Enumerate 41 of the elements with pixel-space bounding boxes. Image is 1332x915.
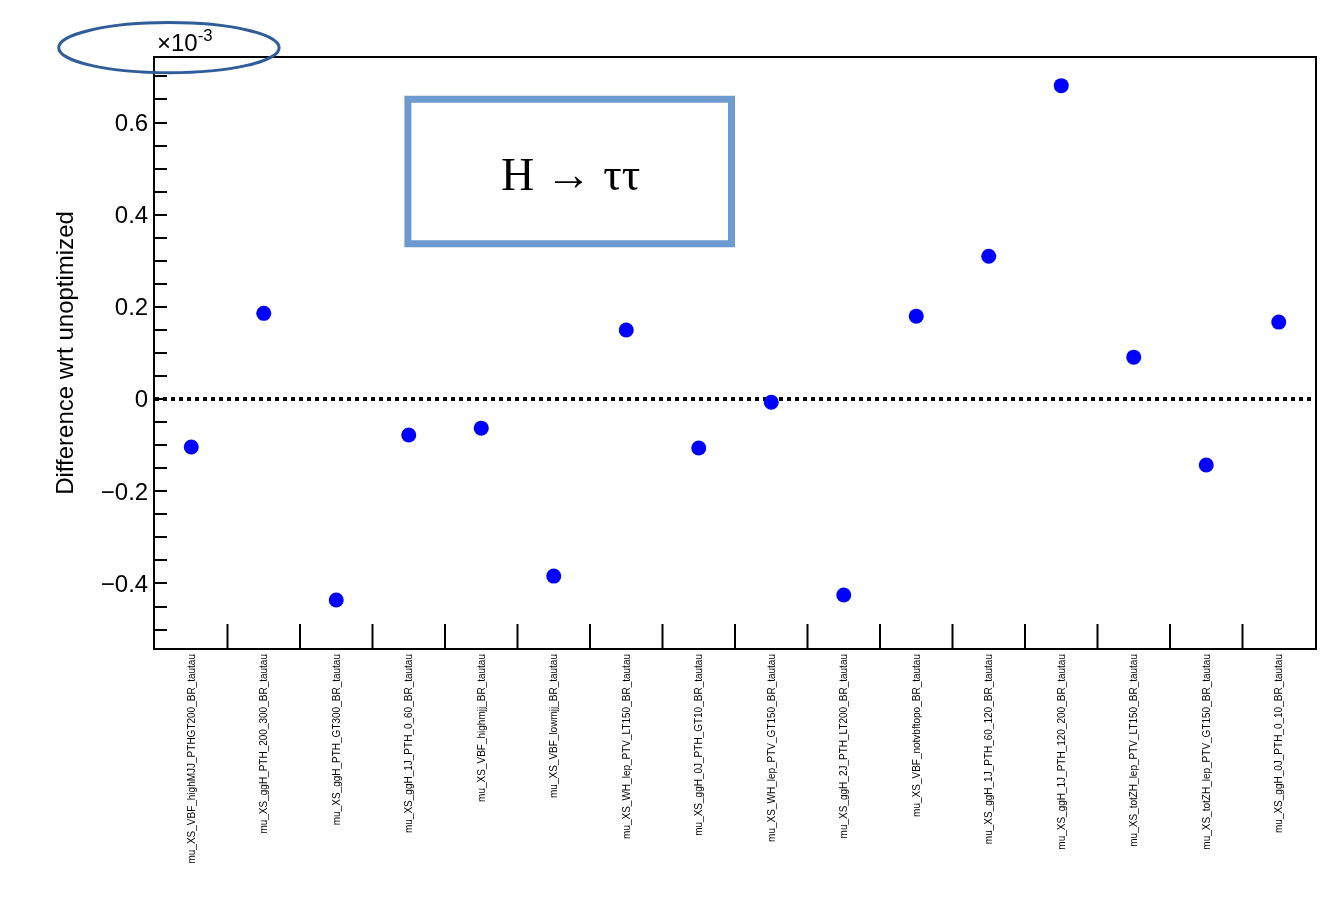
text: ×10$^{-3}$ xyxy=(157,26,213,57)
y-axis-title: Difference wrt unoptimized xyxy=(51,211,79,495)
y-tick-label: 0.4 xyxy=(114,201,149,229)
x-tick-label: mu_XS_totZH_lep_PTV_GT150_BR_tautau xyxy=(1200,654,1212,850)
y-tick-label: 0 xyxy=(134,385,149,413)
point xyxy=(763,394,779,410)
point xyxy=(981,248,997,264)
point xyxy=(1053,78,1069,94)
point xyxy=(1198,457,1214,473)
x-tick-label: mu_XS_ggH_1J_PTH_60_120_BR_tautau xyxy=(983,654,994,845)
y-tick-label: −0.2 xyxy=(100,477,149,505)
y-tick-label: 0.2 xyxy=(114,293,149,321)
point xyxy=(328,592,344,608)
x-tick-label: mu_XS_WH_lep_PTV_GT150_BR_tautau xyxy=(765,654,777,842)
x-tick-label: mu_XS_VBF_highmjj_BR_tautau xyxy=(475,654,487,802)
x-tick-label: mu_XS_ggH_0J_PTH_0_10_BR_tautau xyxy=(1273,654,1284,834)
x-tick-label: mu_XS_ggH_2J_PTH_LT200_BR_tautau xyxy=(838,654,849,839)
y-tick-label: 0.6 xyxy=(114,108,149,136)
point xyxy=(183,439,199,455)
x-tick-label: mu_XS_VBF_highMJJ_PTHGT200_BR_tautau xyxy=(185,654,197,864)
point xyxy=(691,440,707,456)
point xyxy=(1271,314,1287,330)
x-tick-label: mu_XS_VBF_lowmjj_BR_tautau xyxy=(548,654,559,798)
x-tick-label: mu_XS_WH_lep_PTV_LT150_BR_tautau xyxy=(620,654,632,839)
point xyxy=(401,427,417,443)
point xyxy=(618,322,634,338)
x-tick-label: mu_XS_ggH_PTH_200_300_BR_tautau xyxy=(258,654,269,834)
x-tick-label: mu_XS_ggH_PTH_GT300_BR_tautau xyxy=(330,654,342,826)
x-tick-label: mu_XS_VBF_notvbftopo_BR_tautau xyxy=(910,654,922,817)
point xyxy=(1126,349,1142,365)
point xyxy=(473,420,489,436)
x-tick-label: mu_XS_totZH_lep_PTV_LT150_BR_tautau xyxy=(1128,654,1139,847)
x-tick-label: mu_XS_ggH_1J_PTH_120_200_BR_tautau xyxy=(1055,654,1067,850)
point xyxy=(546,568,562,584)
x-tick-label: mu_XS_ggH_0J_PTH_GT10_BR_tautau xyxy=(693,654,704,836)
point xyxy=(908,308,924,324)
point xyxy=(836,587,852,603)
x-tick-label: mu_XS_ggH_1J_PTH_0_60_BR_tautau xyxy=(403,654,414,834)
point xyxy=(256,305,272,321)
y-tick-label: −0.4 xyxy=(100,569,149,597)
annotation: H → ττ xyxy=(501,149,641,200)
